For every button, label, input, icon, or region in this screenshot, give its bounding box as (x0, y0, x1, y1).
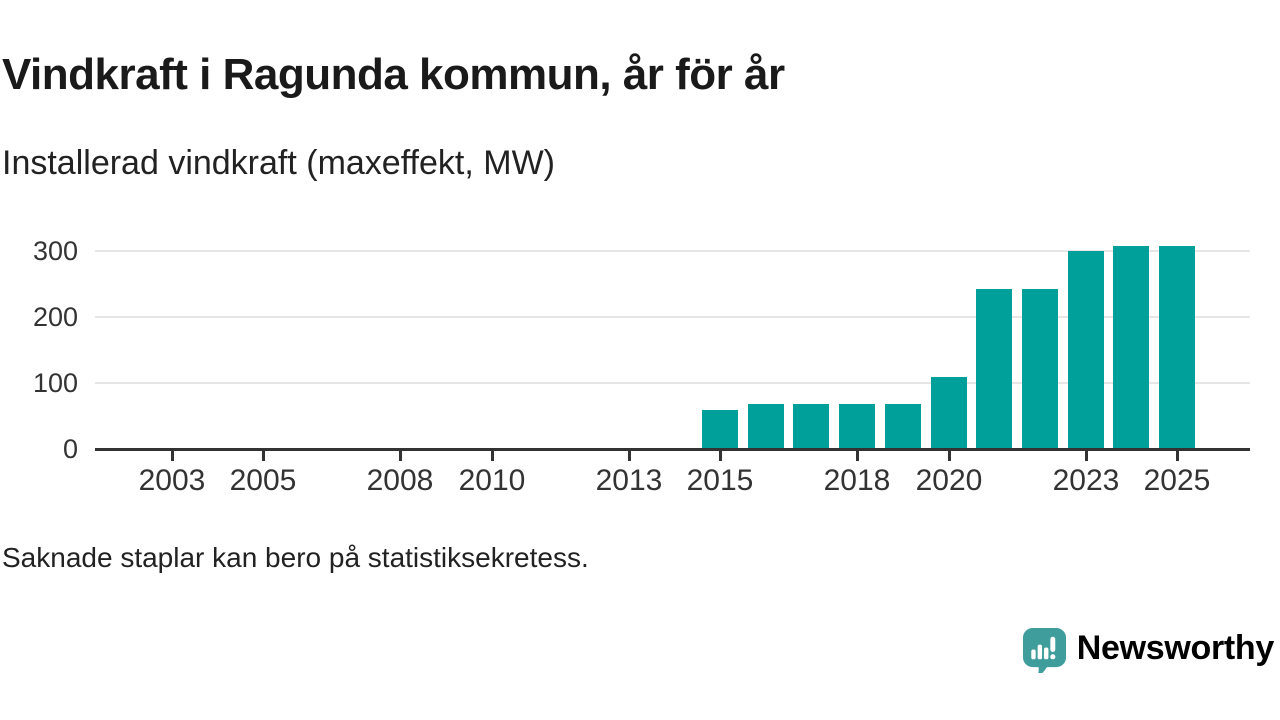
bar-2018 (839, 404, 875, 449)
x-axis-tick-label: 2013 (595, 464, 663, 497)
bar-2025 (1159, 246, 1195, 449)
x-tick-2018 (856, 451, 859, 461)
x-tick-2025 (1176, 451, 1179, 461)
x-tick-2023 (1085, 451, 1088, 461)
x-tick-2015 (719, 451, 722, 461)
y-axis-tick-label: 200 (32, 302, 78, 332)
bar-2024 (1113, 246, 1149, 449)
bar-2019 (885, 404, 921, 449)
x-axis-tick-label: 2023 (1052, 464, 1120, 497)
y-axis-tick-label: 300 (32, 236, 78, 266)
newsworthy-logo: Newsworthy (1021, 626, 1274, 673)
gridline-300 (95, 250, 1250, 252)
bar-2017 (793, 404, 829, 449)
bar-2023 (1068, 251, 1104, 449)
bar-2015 (702, 410, 738, 449)
newsworthy-logo-text: Newsworthy (1076, 628, 1275, 667)
bar-2021 (976, 289, 1012, 449)
x-axis-tick-label: 2018 (823, 464, 891, 497)
chart-subtitle: Installerad vindkraft (maxeffekt, MW) (2, 144, 555, 182)
bar-2022 (1022, 289, 1058, 449)
y-axis-tick-label: 0 (62, 434, 78, 464)
x-axis-tick-label: 2020 (915, 464, 983, 497)
x-axis-tick-label: 2003 (138, 464, 206, 497)
x-tick-2013 (628, 451, 631, 461)
chart-title: Vindkraft i Ragunda kommun, år för år (2, 50, 785, 99)
chart-footnote: Saknade staplar kan bero på statistiksek… (2, 542, 589, 573)
bar-2020 (931, 377, 967, 449)
x-axis-tick-label: 2010 (458, 464, 526, 497)
x-axis-tick-label: 2015 (686, 464, 754, 497)
y-axis-tick-label: 100 (32, 368, 78, 398)
x-axis-tick-label: 2005 (229, 464, 297, 497)
gridline-100 (95, 382, 1250, 384)
x-axis-tick-label: 2025 (1143, 464, 1211, 497)
newsworthy-chart-bubble-icon (1022, 627, 1066, 673)
x-tick-2008 (399, 451, 402, 461)
x-axis-line (95, 448, 1250, 451)
bar-2016 (748, 404, 784, 449)
x-tick-2005 (262, 451, 265, 461)
x-tick-2003 (171, 451, 174, 461)
x-tick-2020 (948, 451, 951, 461)
x-tick-2010 (491, 451, 494, 461)
gridline-200 (95, 316, 1250, 318)
x-axis-tick-label: 2008 (366, 464, 434, 497)
